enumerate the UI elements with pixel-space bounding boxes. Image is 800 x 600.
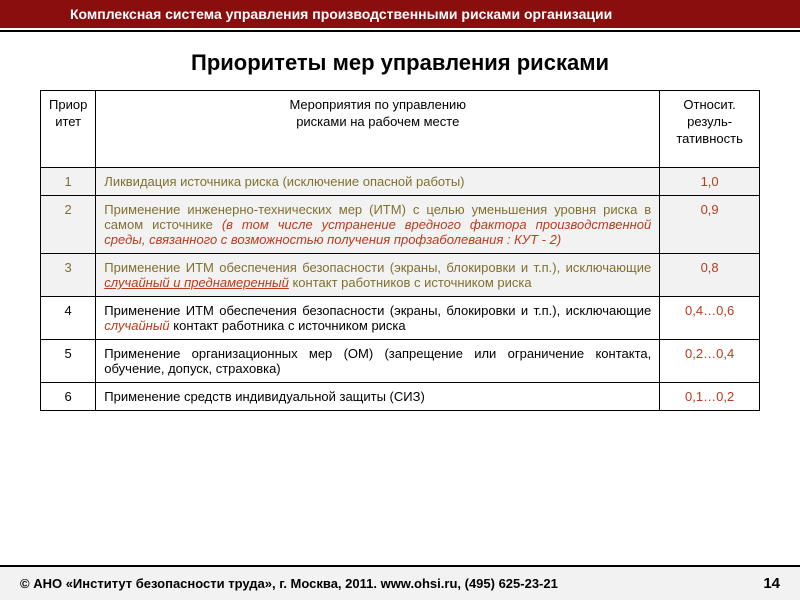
cell-value: 1,0 (660, 168, 760, 196)
desc-red: случайный (104, 318, 169, 333)
cell-priority: 1 (41, 168, 96, 196)
header-underline (0, 30, 800, 32)
cell-priority: 5 (41, 340, 96, 383)
cell-priority: 2 (41, 196, 96, 254)
table-header-row: Приор итет Мероприятия по управлению рис… (41, 91, 760, 168)
risk-table: Приор итет Мероприятия по управлению рис… (40, 90, 760, 411)
desc-main: Применение ИТМ обеспечения безопасности … (104, 303, 651, 318)
table-row: 5 Применение организационных мер (ОМ) (з… (41, 340, 760, 383)
page-number: 14 (763, 575, 780, 592)
table-row: 4 Применение ИТМ обеспечения безопасност… (41, 297, 760, 340)
desc-tail: контакт работников с источником риска (292, 275, 531, 290)
cell-desc: Применение организационных мер (ОМ) (зап… (96, 340, 660, 383)
cell-desc: Применение ИТМ обеспечения безопасности … (96, 297, 660, 340)
cell-desc: Применение инженерно-технических мер (ИТ… (96, 196, 660, 254)
cell-priority: 3 (41, 254, 96, 297)
th-measures: Мероприятия по управлению рисками на раб… (96, 91, 660, 168)
header-banner: Комплексная система управления производс… (0, 0, 800, 28)
desc-tail: контакт работника с источником риска (173, 318, 405, 333)
cell-priority: 4 (41, 297, 96, 340)
cell-value: 0,9 (660, 196, 760, 254)
desc-red: случайный и преднамеренный (104, 275, 289, 290)
cell-desc: Ликвидация источника риска (исключение о… (96, 168, 660, 196)
cell-value: 0,1…0,2 (660, 383, 760, 411)
th-effect: Относит. резуль- тативность (660, 91, 760, 168)
cell-desc: Применение ИТМ обеспечения безопасности … (96, 254, 660, 297)
footer-bar: © АНО «Институт безопасности труда», г. … (0, 565, 800, 600)
cell-priority: 6 (41, 383, 96, 411)
cell-value: 0,2…0,4 (660, 340, 760, 383)
table-row: 6 Применение средств индивидуальной защи… (41, 383, 760, 411)
cell-value: 0,8 (660, 254, 760, 297)
cell-value: 0,4…0,6 (660, 297, 760, 340)
th-priority: Приор итет (41, 91, 96, 168)
table-row: 3 Применение ИТМ обеспечения безопасност… (41, 254, 760, 297)
page-title: Приоритеты мер управления рисками (0, 50, 800, 76)
table-row: 1 Ликвидация источника риска (исключение… (41, 168, 760, 196)
table-row: 2 Применение инженерно-технических мер (… (41, 196, 760, 254)
desc-main: Применение ИТМ обеспечения безопасности … (104, 260, 651, 275)
footer-text: © АНО «Институт безопасности труда», г. … (20, 576, 558, 591)
cell-desc: Применение средств индивидуальной защиты… (96, 383, 660, 411)
